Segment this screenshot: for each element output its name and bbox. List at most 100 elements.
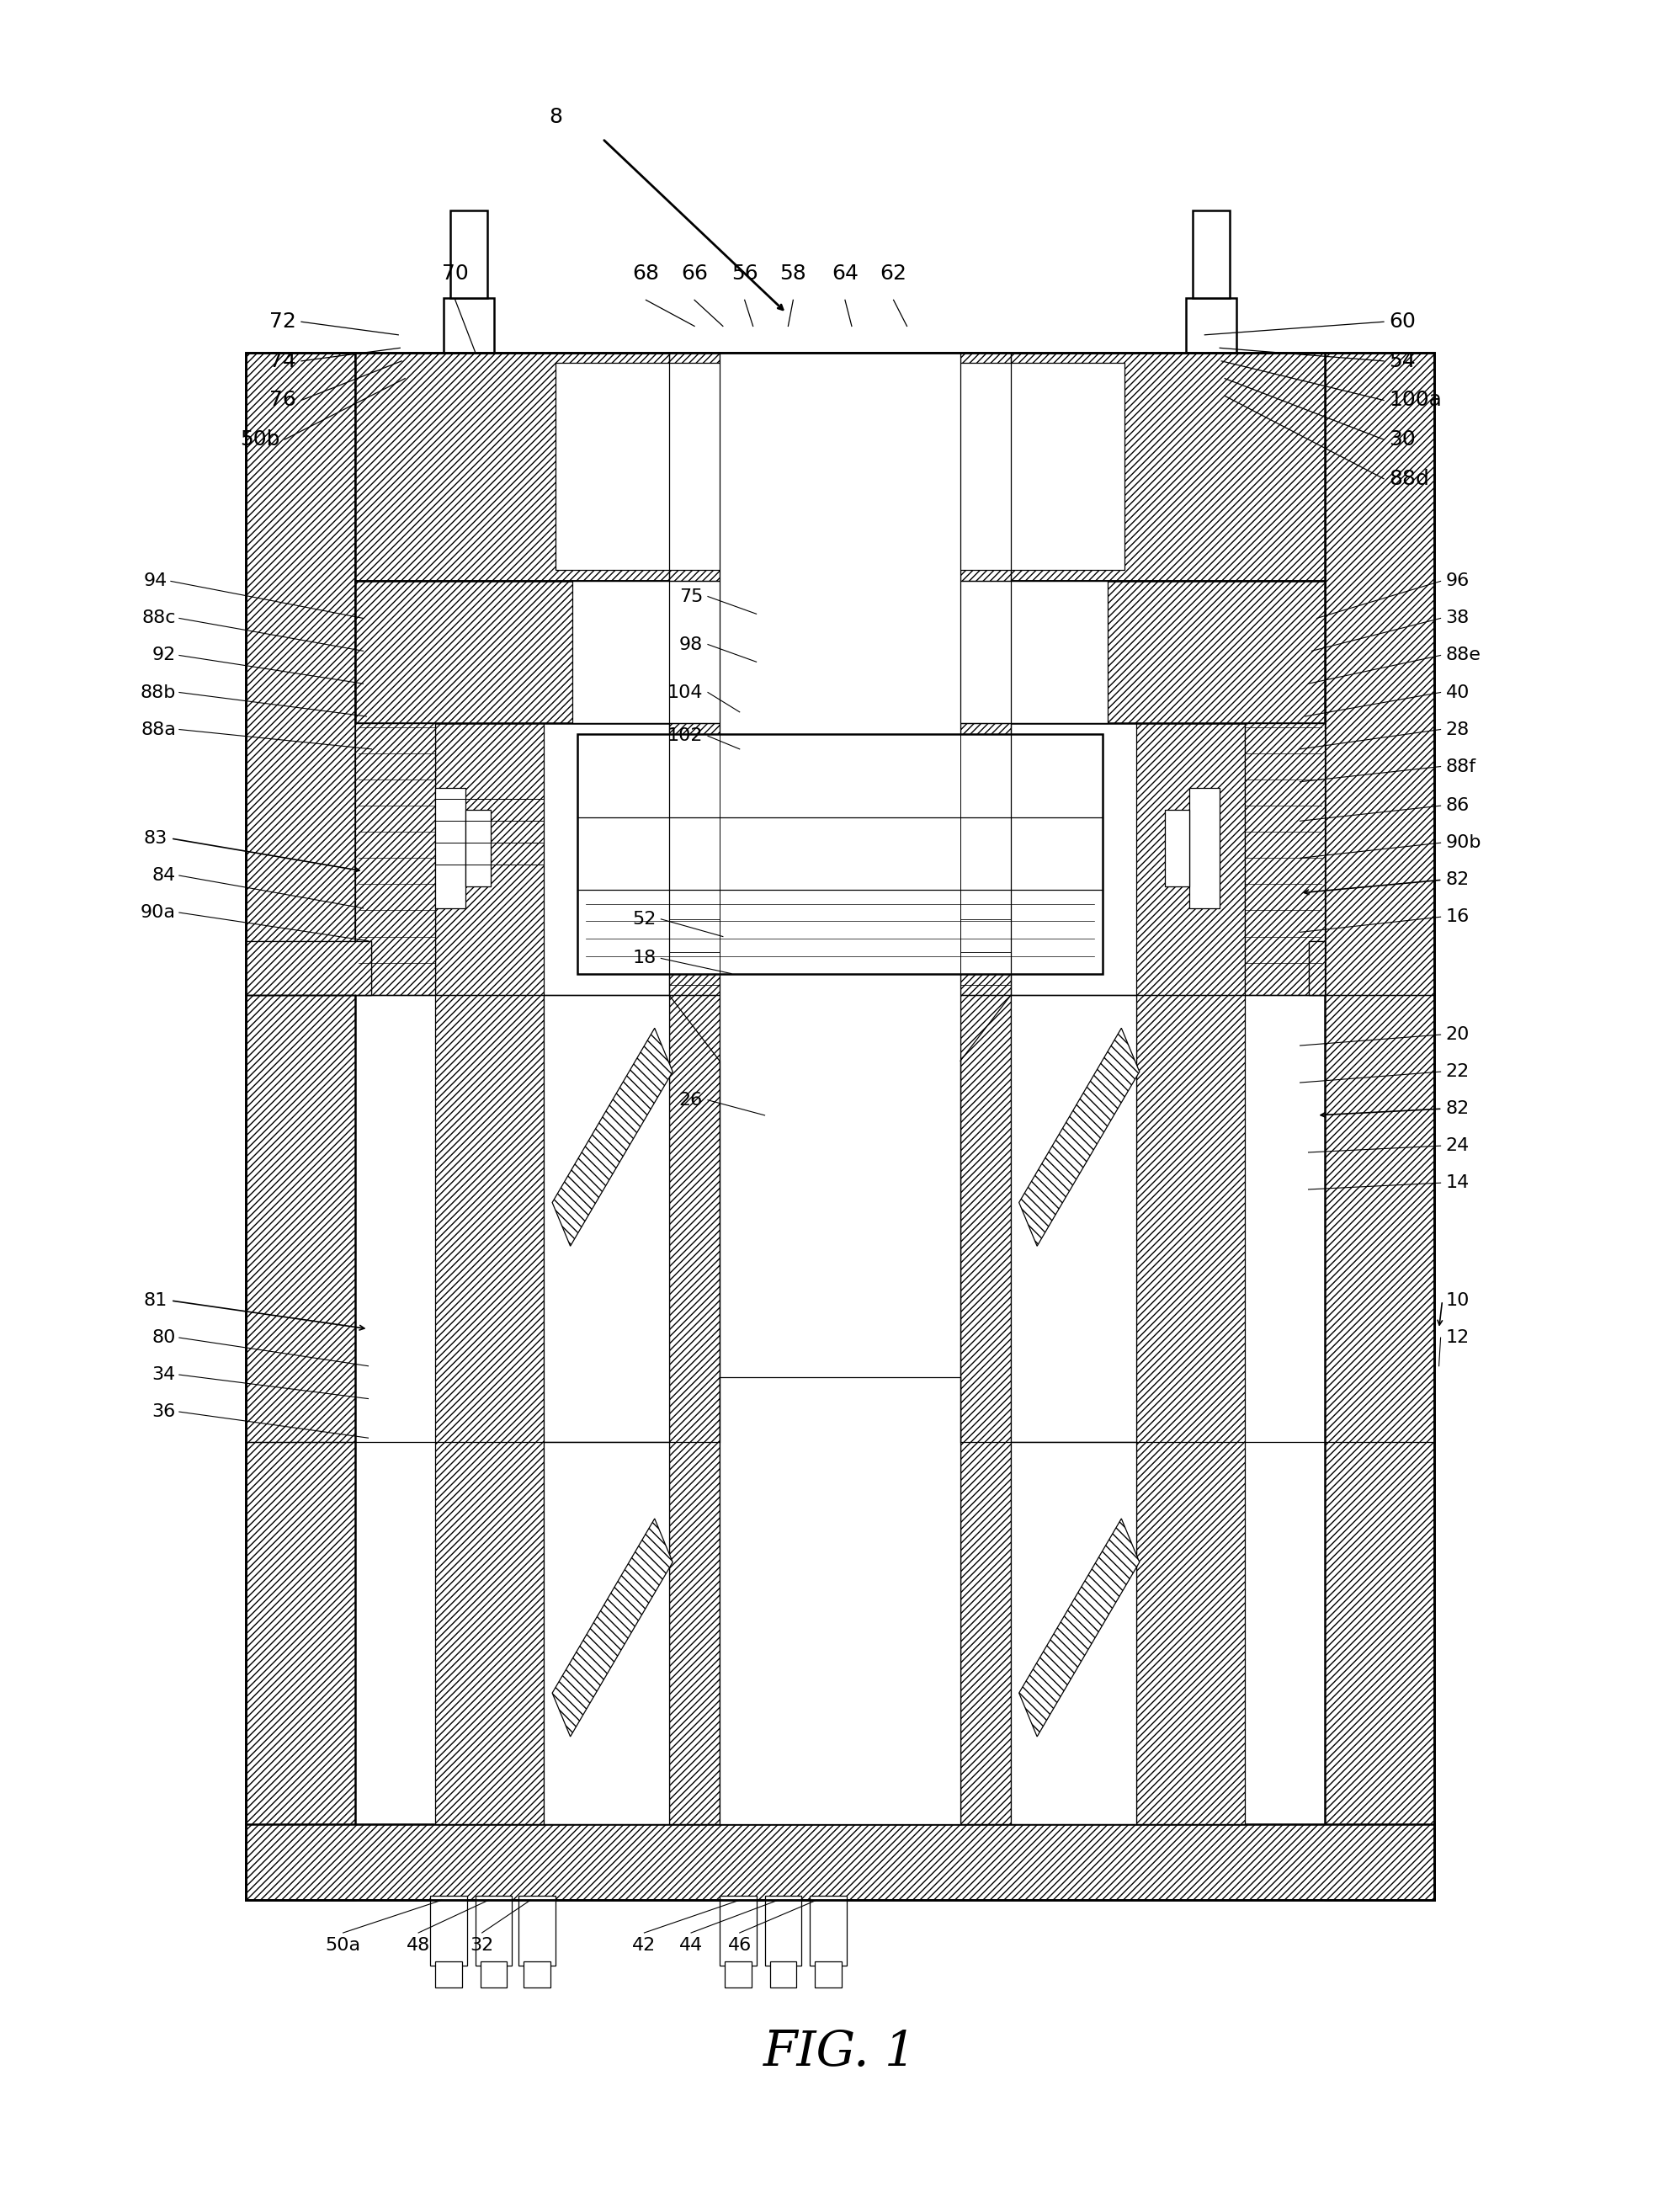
Bar xyxy=(573,582,1107,724)
Text: 88b: 88b xyxy=(139,685,176,700)
Bar xyxy=(1193,210,1230,297)
Bar xyxy=(480,1962,507,1988)
Bar xyxy=(354,352,1326,582)
Text: 56: 56 xyxy=(731,265,758,284)
Text: 88e: 88e xyxy=(1445,647,1480,663)
Bar xyxy=(1326,352,1435,1901)
Text: 76: 76 xyxy=(269,389,296,411)
Text: 40: 40 xyxy=(1445,685,1470,700)
Bar xyxy=(1309,940,1326,995)
Text: 80: 80 xyxy=(151,1330,176,1345)
Text: 38: 38 xyxy=(1445,610,1470,628)
Bar xyxy=(354,582,1326,724)
Text: 44: 44 xyxy=(679,1938,702,1953)
Text: 48: 48 xyxy=(407,1938,430,1953)
Bar xyxy=(524,1962,551,1988)
Text: 10: 10 xyxy=(1445,1293,1470,1310)
Bar xyxy=(769,1962,796,1988)
Bar xyxy=(1136,582,1245,1824)
Text: 42: 42 xyxy=(632,1938,657,1953)
Text: 90a: 90a xyxy=(141,903,176,921)
Text: 88d: 88d xyxy=(1389,468,1430,490)
Bar xyxy=(245,352,354,1901)
Text: 75: 75 xyxy=(679,588,702,606)
Bar xyxy=(1011,1441,1136,1824)
Bar xyxy=(1164,809,1189,886)
Text: 8: 8 xyxy=(549,107,563,127)
Bar xyxy=(1245,724,1326,995)
Text: 88a: 88a xyxy=(141,722,176,737)
Text: 22: 22 xyxy=(1445,1063,1470,1080)
Bar xyxy=(669,352,719,1824)
Bar xyxy=(764,1896,801,1966)
Text: 98: 98 xyxy=(679,636,702,654)
Text: 90b: 90b xyxy=(1445,835,1482,851)
Bar xyxy=(1186,297,1236,352)
Text: 64: 64 xyxy=(832,265,858,284)
Text: 54: 54 xyxy=(1389,350,1416,372)
Bar xyxy=(810,1896,847,1966)
Polygon shape xyxy=(553,1028,672,1247)
Text: 30: 30 xyxy=(1389,429,1416,451)
Bar xyxy=(1011,995,1136,1441)
Bar xyxy=(544,1441,669,1824)
Bar xyxy=(245,1824,1435,1901)
Text: 46: 46 xyxy=(727,1938,751,1953)
Polygon shape xyxy=(553,1518,672,1736)
Bar xyxy=(815,1962,842,1988)
Bar xyxy=(961,352,1011,1824)
Text: 18: 18 xyxy=(632,949,655,967)
Text: 82: 82 xyxy=(1445,1100,1470,1118)
Bar xyxy=(719,1896,756,1966)
Text: 88c: 88c xyxy=(141,610,176,628)
Text: 66: 66 xyxy=(680,265,707,284)
Text: 34: 34 xyxy=(153,1367,176,1382)
Text: 92: 92 xyxy=(153,647,176,663)
Bar xyxy=(450,210,487,297)
Text: 16: 16 xyxy=(1445,908,1470,925)
Text: 50b: 50b xyxy=(240,429,279,451)
Text: 32: 32 xyxy=(470,1938,494,1953)
Text: 94: 94 xyxy=(144,573,168,590)
Text: 70: 70 xyxy=(442,265,469,284)
Bar xyxy=(354,724,435,995)
Bar xyxy=(245,940,371,995)
Text: 36: 36 xyxy=(153,1404,176,1419)
Text: 50a: 50a xyxy=(326,1938,361,1953)
Bar xyxy=(465,809,491,886)
Bar xyxy=(245,352,1435,1901)
Text: 96: 96 xyxy=(1445,573,1470,590)
Text: 68: 68 xyxy=(632,265,660,284)
Bar xyxy=(245,940,371,995)
Text: 81: 81 xyxy=(144,1293,168,1310)
Text: 62: 62 xyxy=(880,265,907,284)
Bar xyxy=(519,1896,556,1966)
Text: 74: 74 xyxy=(269,350,296,372)
Text: 28: 28 xyxy=(1445,722,1470,737)
Text: 52: 52 xyxy=(632,910,655,927)
Bar xyxy=(544,995,669,1441)
Bar xyxy=(435,582,544,1824)
Bar xyxy=(719,352,961,1824)
Bar xyxy=(444,297,494,352)
Text: 88f: 88f xyxy=(1445,759,1477,774)
Text: 20: 20 xyxy=(1445,1026,1470,1043)
Text: 12: 12 xyxy=(1445,1330,1470,1345)
Bar xyxy=(1309,940,1326,995)
Text: 24: 24 xyxy=(1445,1137,1470,1155)
Text: 60: 60 xyxy=(1389,313,1416,332)
Bar xyxy=(435,1962,462,1988)
Text: FIG. 1: FIG. 1 xyxy=(763,2030,917,2075)
Text: 100a: 100a xyxy=(1389,389,1441,411)
Bar xyxy=(578,735,1102,973)
Bar xyxy=(719,1378,961,1824)
Bar xyxy=(475,1896,512,1966)
Text: 26: 26 xyxy=(679,1091,702,1109)
Bar xyxy=(724,1962,751,1988)
Bar xyxy=(430,1896,467,1966)
Bar xyxy=(556,363,1124,571)
Polygon shape xyxy=(1020,1518,1139,1736)
Text: 82: 82 xyxy=(1445,870,1470,888)
Text: 58: 58 xyxy=(780,265,806,284)
Text: 104: 104 xyxy=(667,685,702,700)
